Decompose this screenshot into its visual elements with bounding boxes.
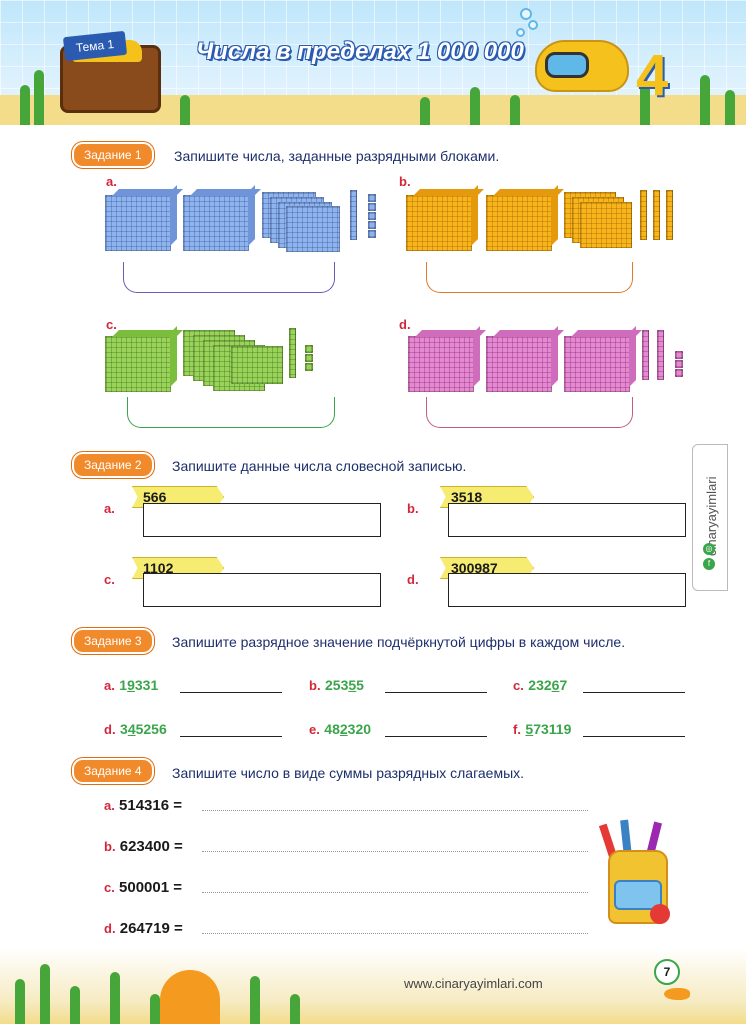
unit-number: 4 (636, 43, 669, 108)
answer-line[interactable] (583, 736, 685, 737)
underlined-digit: 6 (551, 677, 560, 693)
answer-box-b[interactable] (448, 503, 686, 537)
diver-mask-illustration (545, 52, 589, 78)
task3-item-e: e. 482320 (309, 721, 372, 737)
thousand-cube (105, 336, 171, 392)
unit-cube (675, 351, 683, 359)
answer-box-c[interactable] (143, 573, 381, 607)
task2-letter-b: b. (407, 501, 419, 516)
thousand-cube (408, 336, 474, 392)
task3-instruction: Запишите разрядное значение подчёркнутой… (172, 634, 626, 650)
answer-bracket (127, 397, 335, 428)
task2-instruction: Запишите данные числа словесной записью. (172, 458, 467, 474)
page-title: Числа в пределах 1 000 000 (196, 38, 524, 65)
task2-letter-a: a. (104, 501, 115, 516)
task1-letter-a: a. (106, 174, 117, 189)
task2-letter-c: c. (104, 572, 115, 587)
instagram-icon: ◎ (703, 543, 715, 555)
apple-icon (650, 904, 670, 924)
answer-box-d[interactable] (448, 573, 686, 607)
ten-rod (289, 328, 296, 378)
task4-item-b: b. 623400 = (104, 838, 183, 855)
task2-badge: Задание 2 (72, 452, 154, 478)
ten-rod (640, 190, 647, 240)
answer-line[interactable] (180, 736, 282, 737)
unit-cube (305, 345, 313, 353)
task1-instruction: Запишите числа, заданные разрядными блок… (174, 148, 500, 164)
underlined-digit: 5 (525, 721, 534, 737)
task4-instruction: Запишите число в виде суммы разрядных сл… (172, 765, 525, 781)
number-flag: 566 (132, 486, 224, 508)
answer-dotted-line[interactable] (202, 810, 588, 811)
task1-badge: Задание 1 (72, 142, 154, 168)
answer-line[interactable] (385, 736, 487, 737)
publisher-side-tab (692, 444, 728, 591)
task4-item-d: d. 264719 = (104, 920, 183, 937)
number-flag: 3518 (440, 486, 534, 508)
task4-item-c: c. 500001 = (104, 879, 182, 896)
underlined-digit: 5 (348, 677, 357, 693)
ten-rod (642, 330, 649, 380)
task3-item-f: f. 573119 (513, 721, 572, 737)
task4-item-a: a. 514316 = (104, 797, 182, 814)
task3-item-d: d. 345256 (104, 721, 167, 737)
answer-dotted-line[interactable] (202, 933, 588, 934)
page-number: 7 (654, 959, 680, 985)
task1-letter-b: b. (399, 174, 411, 189)
answer-dotted-line[interactable] (202, 851, 588, 852)
facebook-icon: f (703, 558, 715, 570)
thousand-cube (406, 195, 472, 251)
unit-cube (368, 194, 376, 202)
seaweed (20, 85, 30, 125)
answer-line[interactable] (180, 692, 282, 693)
task3-item-b: b. 25355 (309, 677, 364, 693)
task3-item-c: c. 23267 (513, 677, 568, 693)
answer-line[interactable] (385, 692, 487, 693)
task1-letter-c: c. (106, 317, 117, 332)
task2-letter-d: d. (407, 572, 419, 587)
answer-line[interactable] (583, 692, 685, 693)
coral-illustration (160, 970, 220, 1024)
answer-bracket (123, 262, 335, 293)
fish-illustration (664, 988, 690, 1000)
answer-dotted-line[interactable] (202, 892, 588, 893)
answer-bracket (426, 397, 633, 428)
task3-item-a: a. 19331 (104, 677, 159, 693)
task3-badge: Задание 3 (72, 628, 154, 654)
task1-letter-d: d. (399, 317, 411, 332)
publisher-name: cinaryayimlari (704, 476, 719, 556)
page-footer (0, 948, 746, 1024)
underlined-digit: 4 (127, 721, 136, 737)
underlined-digit: 2 (339, 721, 348, 737)
ten-rod (350, 190, 357, 240)
underlined-digit: 9 (127, 677, 135, 693)
footer-url[interactable]: www.cinaryayimlari.com (404, 976, 543, 991)
bubble-icon (520, 8, 532, 20)
task4-badge: Задание 4 (72, 758, 154, 784)
answer-bracket (426, 262, 633, 293)
thousand-cube (105, 195, 171, 251)
answer-box-a[interactable] (143, 503, 381, 537)
